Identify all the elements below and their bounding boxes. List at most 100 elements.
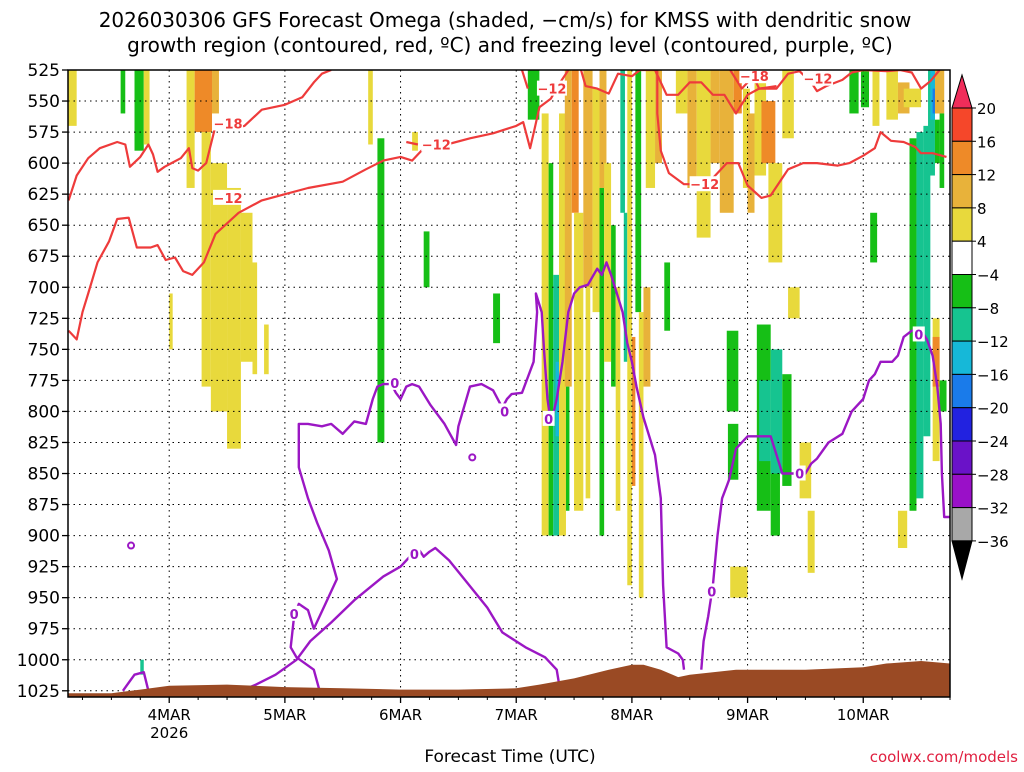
omega-cell-21 xyxy=(541,113,549,536)
omega-cell-85 xyxy=(934,70,945,114)
y-tick-label-800: 800 xyxy=(28,402,60,422)
omega-cell-1 xyxy=(120,70,126,114)
colorbar-label-8: −16 xyxy=(977,366,1009,384)
colorbar-band-2 xyxy=(951,140,973,176)
freezing-contour-label-3: 0 xyxy=(795,468,804,483)
omega-cell-14 xyxy=(169,293,173,350)
dgz-contour-label-3: −12 xyxy=(690,178,719,193)
y-tick-label-650: 650 xyxy=(28,216,60,236)
omega-cell-60 xyxy=(788,287,800,319)
omega-cell-7 xyxy=(212,70,219,114)
omega-cell-17 xyxy=(377,138,385,443)
freezing-extra-label-bg-3 xyxy=(288,605,301,621)
colorbar-label-5: −4 xyxy=(977,267,999,285)
omega-cell-78 xyxy=(909,138,917,511)
dgz-contour-5 xyxy=(520,70,529,89)
colorbar-label-2: 12 xyxy=(977,167,996,185)
colorbar-band-10 xyxy=(951,407,973,442)
omega-cell-28 xyxy=(571,70,579,213)
omega-cell-18 xyxy=(423,231,430,288)
freezing-extra-label-bg-1 xyxy=(498,403,511,419)
colorbar-label-12: −32 xyxy=(977,500,1009,518)
omega-cell-39 xyxy=(623,212,628,362)
omega-cell-41 xyxy=(631,336,636,486)
omega-cell-80 xyxy=(923,125,931,437)
omega-cell-70 xyxy=(730,566,748,598)
omega-cell-26 xyxy=(564,70,572,387)
freezing-contour-1 xyxy=(240,546,562,692)
omega-cell-86 xyxy=(939,113,945,188)
omega-cell-63 xyxy=(759,380,771,462)
omega-cell-6 xyxy=(194,70,213,133)
y-tick-label-900: 900 xyxy=(28,527,60,547)
dgz-contour-label-1: −12 xyxy=(214,192,243,207)
y-tick-label-575: 575 xyxy=(28,123,60,143)
dgz-label-bg-6 xyxy=(421,136,452,152)
y-tick-label-600: 600 xyxy=(28,154,60,174)
omega-cell-49 xyxy=(687,70,697,188)
freezing-extra-label-5: 0 xyxy=(914,328,923,343)
terrain-surface xyxy=(68,661,950,697)
omega-cell-77 xyxy=(903,88,922,108)
plot-area: −18 −12 −12 −12 −18 −12 −12 0 0 0 0 0 0 0 0 525 550 575 60… xyxy=(17,61,951,742)
colorbar-band-1 xyxy=(951,107,973,142)
omega-cell-27 xyxy=(565,386,570,511)
colorbar-label-10: −24 xyxy=(977,433,1009,451)
omega-cell-38 xyxy=(620,70,625,213)
colorbar-bottom-arrow xyxy=(951,540,973,581)
dgz-label-bg-5 xyxy=(536,80,567,96)
omega-cell-32 xyxy=(592,88,600,313)
omega-cell-42 xyxy=(635,70,642,313)
omega-cell-84 xyxy=(934,119,940,164)
omega-cell-65 xyxy=(770,473,780,536)
omega-cell-34 xyxy=(599,187,605,536)
freezing-extra-label-bg-0 xyxy=(388,374,401,390)
omega-cell-15 xyxy=(368,70,373,145)
omega-cell-50 xyxy=(696,70,711,238)
y-tick-label-750: 750 xyxy=(28,340,60,360)
dgz-label-bg-1 xyxy=(213,189,244,205)
omega-cell-2 xyxy=(134,70,144,151)
freezing-extra-label-1: 0 xyxy=(500,405,509,420)
omega-cell-44 xyxy=(643,287,651,387)
omega-cell-57 xyxy=(761,101,776,164)
omega-cell-54 xyxy=(742,88,750,188)
omega-cell-75 xyxy=(886,70,898,120)
dgz-label-bg-3 xyxy=(689,176,720,192)
dgz-contour-label-0: −18 xyxy=(214,117,243,132)
omega-cell-33 xyxy=(599,70,607,188)
dgz-contour-label-5: −12 xyxy=(537,83,566,98)
colorbar-band-4 xyxy=(951,207,973,242)
omega-cell-30 xyxy=(583,70,593,288)
x-tick-sublabel-4MAR: 2026 xyxy=(150,724,188,742)
omega-cell-0 xyxy=(68,70,77,126)
colorbar-label-9: −20 xyxy=(977,400,1009,418)
omega-cell-74 xyxy=(872,70,880,126)
colorbar-band-5 xyxy=(951,240,973,275)
omega-cell-4 xyxy=(140,659,144,675)
omega-cell-59 xyxy=(782,70,794,139)
y-tick-label-775: 775 xyxy=(28,371,60,391)
omega-cell-47 xyxy=(664,262,671,331)
x-axis-label: Forecast Time (UTC) xyxy=(424,747,595,767)
y-tick-label-825: 825 xyxy=(28,433,60,453)
omega-cell-56 xyxy=(754,70,767,176)
dgz-label-bg-2 xyxy=(802,70,833,86)
x-tick-label-7MAR: 7MAR xyxy=(495,706,538,724)
y-tick-label-625: 625 xyxy=(28,185,60,205)
y-tick-label-550: 550 xyxy=(28,92,60,112)
y-tick-label-950: 950 xyxy=(28,589,60,609)
dgz-label-bg-0 xyxy=(213,115,244,131)
y-tick-label-725: 725 xyxy=(28,309,60,329)
omega-cell-53 xyxy=(733,70,742,114)
omega-cell-3 xyxy=(143,70,150,145)
freezing-contour-0 xyxy=(121,671,150,692)
dgz-contour-6 xyxy=(406,140,419,146)
x-tick-label-10MAR: 10MAR xyxy=(837,706,890,724)
colorbar-band-7 xyxy=(951,307,973,342)
omega-cell-72 xyxy=(860,70,870,108)
omega-cell-12 xyxy=(252,262,258,375)
dgz-contour-0 xyxy=(68,70,332,201)
colorbar-label-1: 16 xyxy=(977,133,996,151)
dgz-contour-2 xyxy=(579,70,941,115)
